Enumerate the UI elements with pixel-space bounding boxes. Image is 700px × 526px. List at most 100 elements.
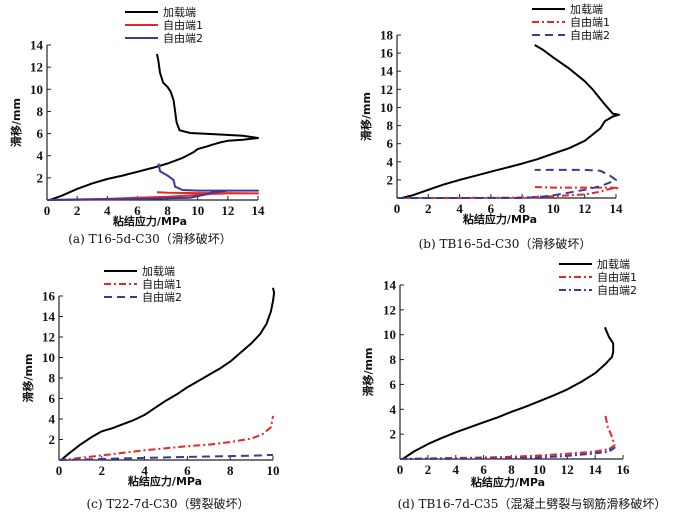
legend-label: 加载端 [142, 265, 175, 278]
x-tick-label: 6 [488, 201, 495, 216]
series-line-loading-end [49, 53, 259, 201]
legend-label: 自由端1 [163, 18, 203, 32]
x-axis-label: 粘结应力/MPa [463, 212, 537, 226]
x-tick-label: 6 [480, 462, 487, 477]
x-tick-label: 4 [453, 462, 460, 477]
y-axis-label: 滑移/mm [9, 98, 23, 147]
y-tick-label: 2 [390, 427, 397, 442]
y-tick-label: 14 [383, 278, 397, 293]
legend-label: 自由端2 [142, 290, 182, 304]
legend-label: 自由端2 [597, 283, 637, 297]
y-tick-label: 10 [42, 350, 55, 365]
panel-caption: (a) T16-5d-C30（滑移破坏） [68, 231, 231, 246]
x-tick-label: 0 [397, 462, 404, 477]
y-tick-label: 2 [49, 432, 56, 447]
y-tick-label: 18 [380, 28, 394, 43]
legend-label: 自由端1 [597, 270, 637, 284]
panel-caption: (b) TB16-5d-C30（滑移破坏） [419, 236, 592, 251]
x-tick-label: 14 [589, 462, 603, 477]
chart-panel-c: 0 2 4 6 8 10 2 4 6 8 10 12 14 16 粘结应力/MPa 滑移/mm 加载端自由端1自… [21, 265, 280, 511]
x-tick-label: 2 [74, 203, 81, 218]
y-axis-label: 滑移/mm [359, 92, 373, 141]
series-line-loading-end [401, 44, 621, 199]
y-tick-label: 16 [42, 289, 56, 304]
x-tick-label: 12 [221, 203, 234, 218]
y-tick-label: 8 [390, 352, 397, 367]
x-axis-label: 粘结应力/MPa [471, 475, 545, 489]
x-tick-label: 8 [164, 203, 171, 218]
y-tick-label: 10 [383, 327, 396, 342]
y-tick-label: 4 [390, 402, 397, 417]
y-tick-label: 8 [49, 371, 56, 386]
x-tick-label: 4 [104, 203, 111, 218]
y-tick-label: 6 [49, 391, 56, 406]
series-line-free-end-1 [399, 412, 616, 460]
panel-caption: (c) T22-7d-C30（劈裂破坏） [86, 496, 249, 511]
legend-label: 加载端 [597, 258, 630, 271]
x-tick-label: 14 [610, 201, 624, 216]
y-tick-label: 14 [30, 38, 44, 53]
x-tick-label: 14 [252, 203, 266, 218]
y-tick-label: 12 [42, 330, 55, 345]
series-line-loading-end [402, 326, 615, 460]
y-tick-label: 12 [380, 82, 393, 97]
series-line-free-end-2 [46, 163, 259, 201]
x-tick-label: 6 [134, 203, 141, 218]
x-tick-label: 2 [425, 462, 432, 477]
series-line-free-end-2 [397, 168, 617, 199]
x-tick-label: 6 [184, 463, 191, 478]
legend-label: 自由端2 [163, 31, 203, 45]
x-tick-label: 8 [519, 201, 526, 216]
y-tick-label: 14 [380, 64, 394, 79]
x-tick-label: 2 [425, 201, 432, 216]
x-tick-label: 4 [456, 201, 463, 216]
x-tick-label: 0 [44, 203, 51, 218]
y-tick-label: 8 [37, 104, 44, 119]
chart-panel-a: 0 2 4 6 8 10 12 14 2 4 6 8 10 12 14 粘结应力/MPa 滑移/mm 加载端自由端… [9, 6, 265, 246]
x-tick-label: 10 [547, 201, 560, 216]
x-axis-label: 粘结应力/MPa [113, 214, 187, 228]
x-tick-label: 16 [617, 462, 631, 477]
y-tick-label: 16 [380, 46, 394, 61]
y-tick-label: 6 [390, 377, 397, 392]
x-tick-label: 0 [56, 463, 63, 478]
series-line-free-end-2 [58, 453, 274, 461]
series-line-loading-end [60, 287, 276, 461]
legend-label: 加载端 [163, 6, 196, 19]
y-tick-label: 4 [37, 148, 44, 163]
y-axis-label: 滑移/mm [21, 354, 35, 403]
y-tick-label: 6 [387, 136, 394, 151]
series-line-free-end-2 [399, 446, 616, 460]
y-tick-label: 4 [49, 412, 56, 427]
chart-panel-d: 0 2 4 6 8 10 12 14 16 2 4 6 8 10 12 14 粘结应力/MPa 滑移/mm 加载端自… [361, 258, 666, 511]
legend-label: 加载端 [570, 3, 603, 16]
y-tick-label: 14 [42, 309, 56, 324]
x-tick-label: 10 [191, 203, 204, 218]
y-tick-label: 12 [30, 60, 43, 75]
legend-label: 自由端1 [142, 277, 182, 291]
x-tick-label: 2 [99, 463, 106, 478]
x-tick-label: 0 [394, 201, 401, 216]
y-tick-label: 2 [37, 170, 44, 185]
y-tick-label: 4 [387, 154, 394, 169]
legend-label: 自由端2 [570, 28, 610, 42]
x-tick-label: 10 [267, 463, 280, 478]
panel-caption: (d) TB16-7d-C35（混凝土劈裂与钢筋滑移破坏） [398, 496, 667, 511]
x-axis-label: 粘结应力/MPa [128, 474, 202, 488]
y-tick-label: 10 [380, 100, 393, 115]
series-line-free-end-1 [58, 415, 274, 461]
x-tick-label: 8 [508, 462, 515, 477]
x-tick-label: 12 [578, 201, 591, 216]
chart-panel-b: 0 2 4 6 8 10 12 1424681012141618粘结应力/MPa滑移/mm加载… [359, 3, 623, 251]
y-axis-label: 滑移/mm [361, 348, 375, 397]
y-tick-label: 2 [387, 172, 394, 187]
legend-label: 自由端1 [570, 15, 610, 29]
y-tick-label: 10 [30, 82, 43, 97]
y-tick-label: 6 [37, 126, 44, 141]
x-tick-label: 4 [141, 463, 148, 478]
x-tick-label: 12 [561, 462, 574, 477]
y-tick-label: 8 [387, 118, 394, 133]
x-tick-label: 8 [227, 463, 234, 478]
x-tick-label: 10 [533, 462, 546, 477]
